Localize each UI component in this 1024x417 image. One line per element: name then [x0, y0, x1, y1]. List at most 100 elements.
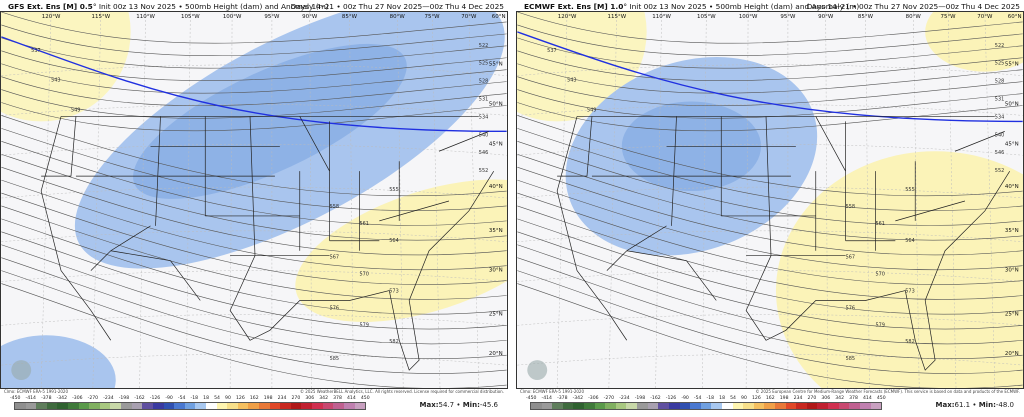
- model-name: ECMWF Ext. Ens [M] 1.0: [524, 2, 624, 11]
- colorbar-swatch: [280, 403, 291, 409]
- colorbar-swatch: [227, 403, 238, 409]
- contour-label: 531: [479, 97, 488, 103]
- map-title: ECMWF Ext. Ens [M] 1.0° Init 00z 13 Nov …: [524, 2, 859, 11]
- colorbar-swatch: [562, 403, 574, 409]
- height-contour: [1, 192, 507, 285]
- height-contour: [517, 89, 1023, 119]
- colorbar-tick: -342: [56, 396, 68, 401]
- height-contour: [1, 179, 507, 271]
- meridian: [702, 12, 707, 388]
- colorbar-ticks: -450 -414 -378 -342 -306 -270 -234 -198 -162 -126…: [10, 396, 370, 401]
- meridian: [984, 12, 996, 388]
- longitude-label: 105°W: [697, 14, 716, 20]
- longitude-label: 80°W: [390, 14, 406, 20]
- meridian: [309, 12, 312, 388]
- contour-label: 561: [359, 221, 368, 227]
- colorbar-swatch: [785, 403, 797, 409]
- meridian: [468, 12, 480, 388]
- meridian: [229, 12, 233, 388]
- colorbar-swatch: [806, 403, 818, 409]
- height-contour: [517, 141, 1023, 226]
- climatology-note: Clmo: ECMWF ERA-5 1991-2020: [520, 389, 585, 394]
- colorbar-tick: 54: [214, 396, 220, 401]
- height-contour: [517, 24, 1023, 56]
- contour-label: 525: [995, 61, 1004, 67]
- colorbar-swatch: [152, 403, 164, 409]
- colorbar-swatch: [68, 403, 79, 409]
- latitude-label: 50°N: [1005, 102, 1019, 108]
- height-anomaly-map: 537 543 549 522 525 528 531 534 540 546 552 555 558 5…: [516, 11, 1024, 389]
- longitude-label: 115°W: [92, 14, 111, 20]
- colorbar-tick: -306: [588, 396, 599, 401]
- colorbar-tick: 342: [835, 396, 845, 401]
- colorbar-swatch: [668, 403, 680, 409]
- min-label: Min:: [978, 401, 996, 409]
- height-contour: [1, 115, 507, 197]
- max-label: Max:: [419, 401, 439, 409]
- colorbar-tick: 18: [203, 396, 209, 401]
- contour-label: 558: [846, 204, 855, 210]
- contour-label: 570: [875, 272, 884, 278]
- colorbar-swatch: [174, 403, 185, 409]
- height-contour: [1, 270, 507, 374]
- contour-label: 540: [995, 132, 1004, 138]
- colorbar-swatch: [828, 403, 839, 409]
- colorbar-swatch: [121, 403, 132, 409]
- latitude-label: 25°N: [489, 311, 503, 317]
- colorbar-swatch: [584, 403, 595, 409]
- positive-anomaly-nw: [1, 12, 131, 122]
- max-min-readout: Max:61.1 • Min:-48.0: [936, 401, 1014, 409]
- colorbar: [14, 402, 366, 410]
- colorbar-swatch: [57, 403, 69, 409]
- longitude-label: 120°W: [558, 14, 577, 20]
- meridian: [139, 12, 146, 388]
- contour-label: 534: [995, 114, 1004, 120]
- height-contour: [517, 257, 1023, 360]
- longitude-label: 120°W: [42, 14, 61, 20]
- colorbar-swatch: [764, 403, 776, 409]
- init-info: ° Init 00z 13 Nov 2025 • 500mb Height (d…: [92, 2, 329, 11]
- colorbar-swatch: [775, 403, 786, 409]
- colorbar-swatch: [700, 403, 712, 409]
- longitude-label: 100°W: [739, 14, 758, 20]
- ecmwf-panel: ECMWF Ext. Ens [M] 1.0° Init 00z 13 Nov …: [516, 0, 1024, 417]
- colorbar-tick: 378: [333, 396, 342, 401]
- height-contour: [517, 192, 1023, 285]
- latitude-label: 30°N: [1005, 268, 1019, 274]
- longitude-label: 100°W: [223, 14, 242, 20]
- colorbar-swatch: [142, 403, 153, 409]
- valid-period: Days 14–21 • 00z Thu 27 Nov 2025—00z Thu…: [806, 2, 1020, 11]
- contour-label: 567: [330, 255, 339, 261]
- colorbar-swatch: [796, 403, 807, 409]
- colorbar-swatch: [46, 403, 58, 409]
- colorbar-tick: 198: [779, 396, 789, 401]
- colorbar-ticks: -450 -414 -378 -342 -306 -270 -234 -198 -162 -126…: [526, 396, 886, 401]
- negative-anomaly-core: [133, 43, 407, 199]
- meridian: [947, 12, 957, 388]
- longitude-label: 75°W: [424, 14, 440, 20]
- colorbar-swatch: [301, 403, 313, 409]
- meridian: [745, 12, 749, 388]
- positive-anomaly-ne: [925, 12, 1023, 72]
- contour-label: 576: [846, 305, 855, 311]
- colorbar-tick: 270: [291, 396, 301, 401]
- colorbar-swatch: [36, 403, 47, 409]
- height-contour: [1, 89, 507, 119]
- contour-label: 543: [51, 78, 60, 84]
- longitude-label: 75°W: [940, 14, 956, 20]
- colorbar-swatch: [849, 403, 860, 409]
- contour-label: 552: [995, 168, 1004, 174]
- colorbar-tick: 90: [225, 396, 231, 401]
- height-contour: [517, 102, 1023, 132]
- longitude-label: 60°N: [1008, 14, 1022, 20]
- contour-label: 561: [875, 221, 884, 227]
- colorbar-tick: -54: [693, 396, 702, 401]
- longitude-label: 85°W: [342, 14, 358, 20]
- colorbar-swatch: [216, 403, 228, 409]
- height-contour: [1, 63, 507, 94]
- colorbar-swatch: [248, 403, 260, 409]
- colorbar-swatch: [269, 403, 281, 409]
- colorbar-tick: 198: [263, 396, 273, 401]
- copyright-note: © 2025 European Centre for Medium-Range …: [755, 389, 1021, 394]
- contour-label: 576: [330, 305, 339, 311]
